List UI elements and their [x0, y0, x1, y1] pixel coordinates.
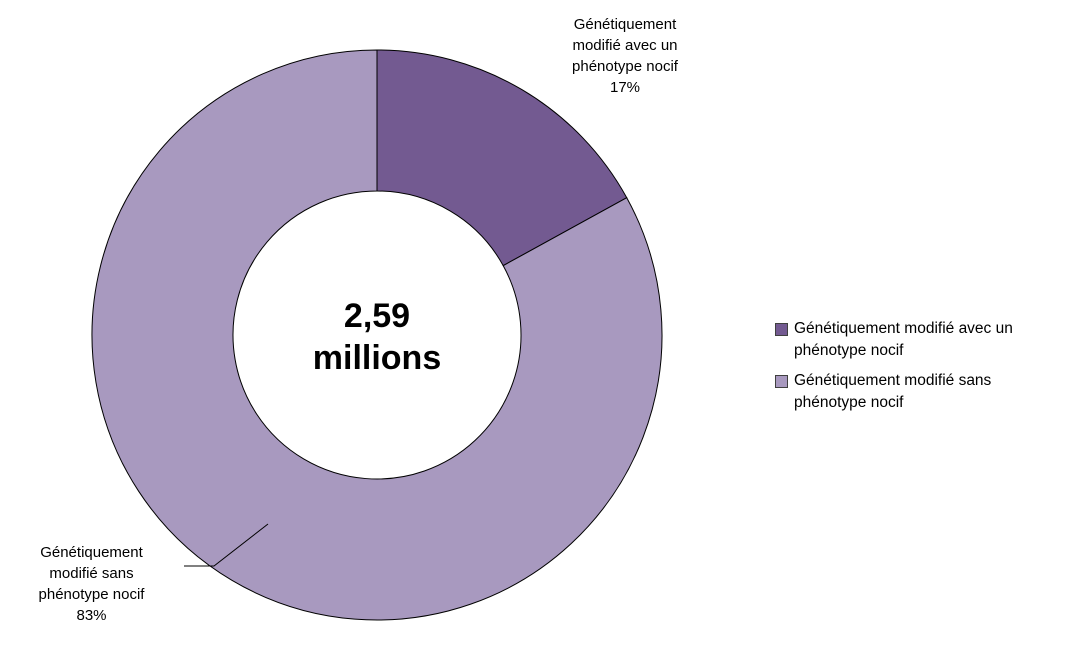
leader-line-gm-nonharmful [184, 523, 269, 567]
slice-label-line: Génétiquement [40, 544, 143, 561]
slice-percent-label: 17% [609, 79, 641, 96]
legend-label: Génétiquement modifié sans phénotype noc… [794, 370, 991, 414]
legend-item-gm-harmful: Génétiquement modifié avec un phénotype … [775, 318, 1085, 362]
legend-swatch-gm-nonharmful [775, 375, 788, 388]
legend-swatch-gm-harmful [775, 323, 788, 336]
slice-label-line: phénotype nocif [572, 58, 678, 75]
center-total-unit: millions [312, 339, 442, 377]
slice-label-line: Génétiquement [573, 16, 677, 33]
legend-label-line: Génétiquement modifié sans [794, 372, 992, 389]
legend-label-line: phénotype nocif [794, 394, 904, 411]
slice-label-line: modifié sans [49, 565, 134, 582]
slice-percent-label: 83% [76, 607, 107, 624]
slice-label-gm-nonharmful: Génétiquement modifié sans phénotype noc… [14, 542, 169, 626]
center-total-value: 2,59 [343, 297, 411, 335]
legend-label-line: Génétiquement modifié avec un [794, 320, 1013, 337]
doughnut-slices [91, 49, 663, 621]
chart-legend: Génétiquement modifié avec un phénotype … [775, 318, 1085, 422]
legend-label-line: phénotype nocif [794, 342, 904, 359]
doughnut-slice-1 [91, 49, 663, 621]
legend-item-gm-nonharmful: Génétiquement modifié sans phénotype noc… [775, 370, 1085, 414]
slice-label-line: modifié avec un [572, 37, 678, 54]
legend-label: Génétiquement modifié avec un phénotype … [794, 318, 1013, 362]
doughnut-slice-0 [376, 49, 628, 267]
slice-label-line: phénotype nocif [38, 586, 145, 603]
slice-label-gm-harmful: Génétiquement modifié avec un phénotype … [555, 14, 695, 98]
center-total-label: 2,59 millions [277, 295, 477, 379]
